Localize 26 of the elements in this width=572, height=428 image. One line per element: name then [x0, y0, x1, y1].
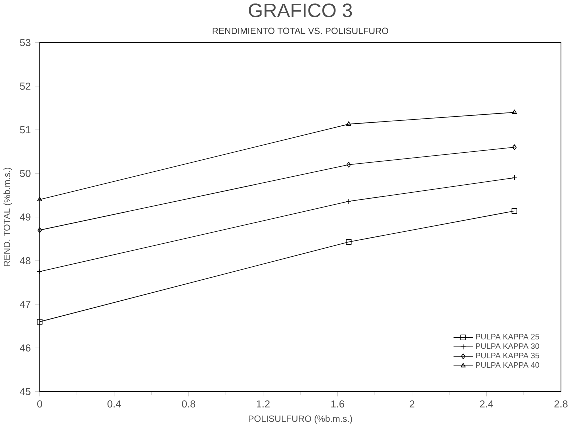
y-tick-label: 50 [20, 170, 31, 178]
point [37, 319, 43, 325]
point [346, 122, 352, 126]
y-tick-label: 45 [20, 388, 31, 396]
y-tick-label: 47 [20, 301, 31, 308]
x-tick-label: 0.4 [108, 400, 122, 408]
x-tick-label: 0.8 [182, 400, 196, 408]
chart-subtitle: RENDIMIENTO TOTAL VS. POLISULFURO [212, 28, 388, 34]
point [346, 240, 352, 246]
y-tick-label: 49 [20, 214, 31, 222]
y-tick-label: 48 [20, 258, 31, 265]
x-tick-label: 2 [410, 400, 415, 408]
point [346, 162, 352, 168]
y-tick-label: 53 [20, 39, 31, 47]
y-tick-label: 52 [20, 82, 31, 90]
point [512, 208, 518, 214]
chart-title: GRAFICO 3 [249, 4, 352, 18]
x-tick-label: 2.8 [554, 400, 568, 408]
x-tick-label: 0 [38, 400, 42, 408]
x-axis-title: POLISULFURO (%b.m.s.) [249, 416, 352, 424]
x-tick-label: 2.4 [480, 400, 494, 408]
y-tick-label: 51 [20, 126, 31, 134]
x-tick-label: 1.2 [257, 400, 270, 408]
x-tick-label: 1.6 [332, 400, 344, 408]
y-axis-title: REND. TOTAL (%b.m.s.) [4, 168, 12, 267]
y-tick-label: 46 [20, 344, 31, 352]
